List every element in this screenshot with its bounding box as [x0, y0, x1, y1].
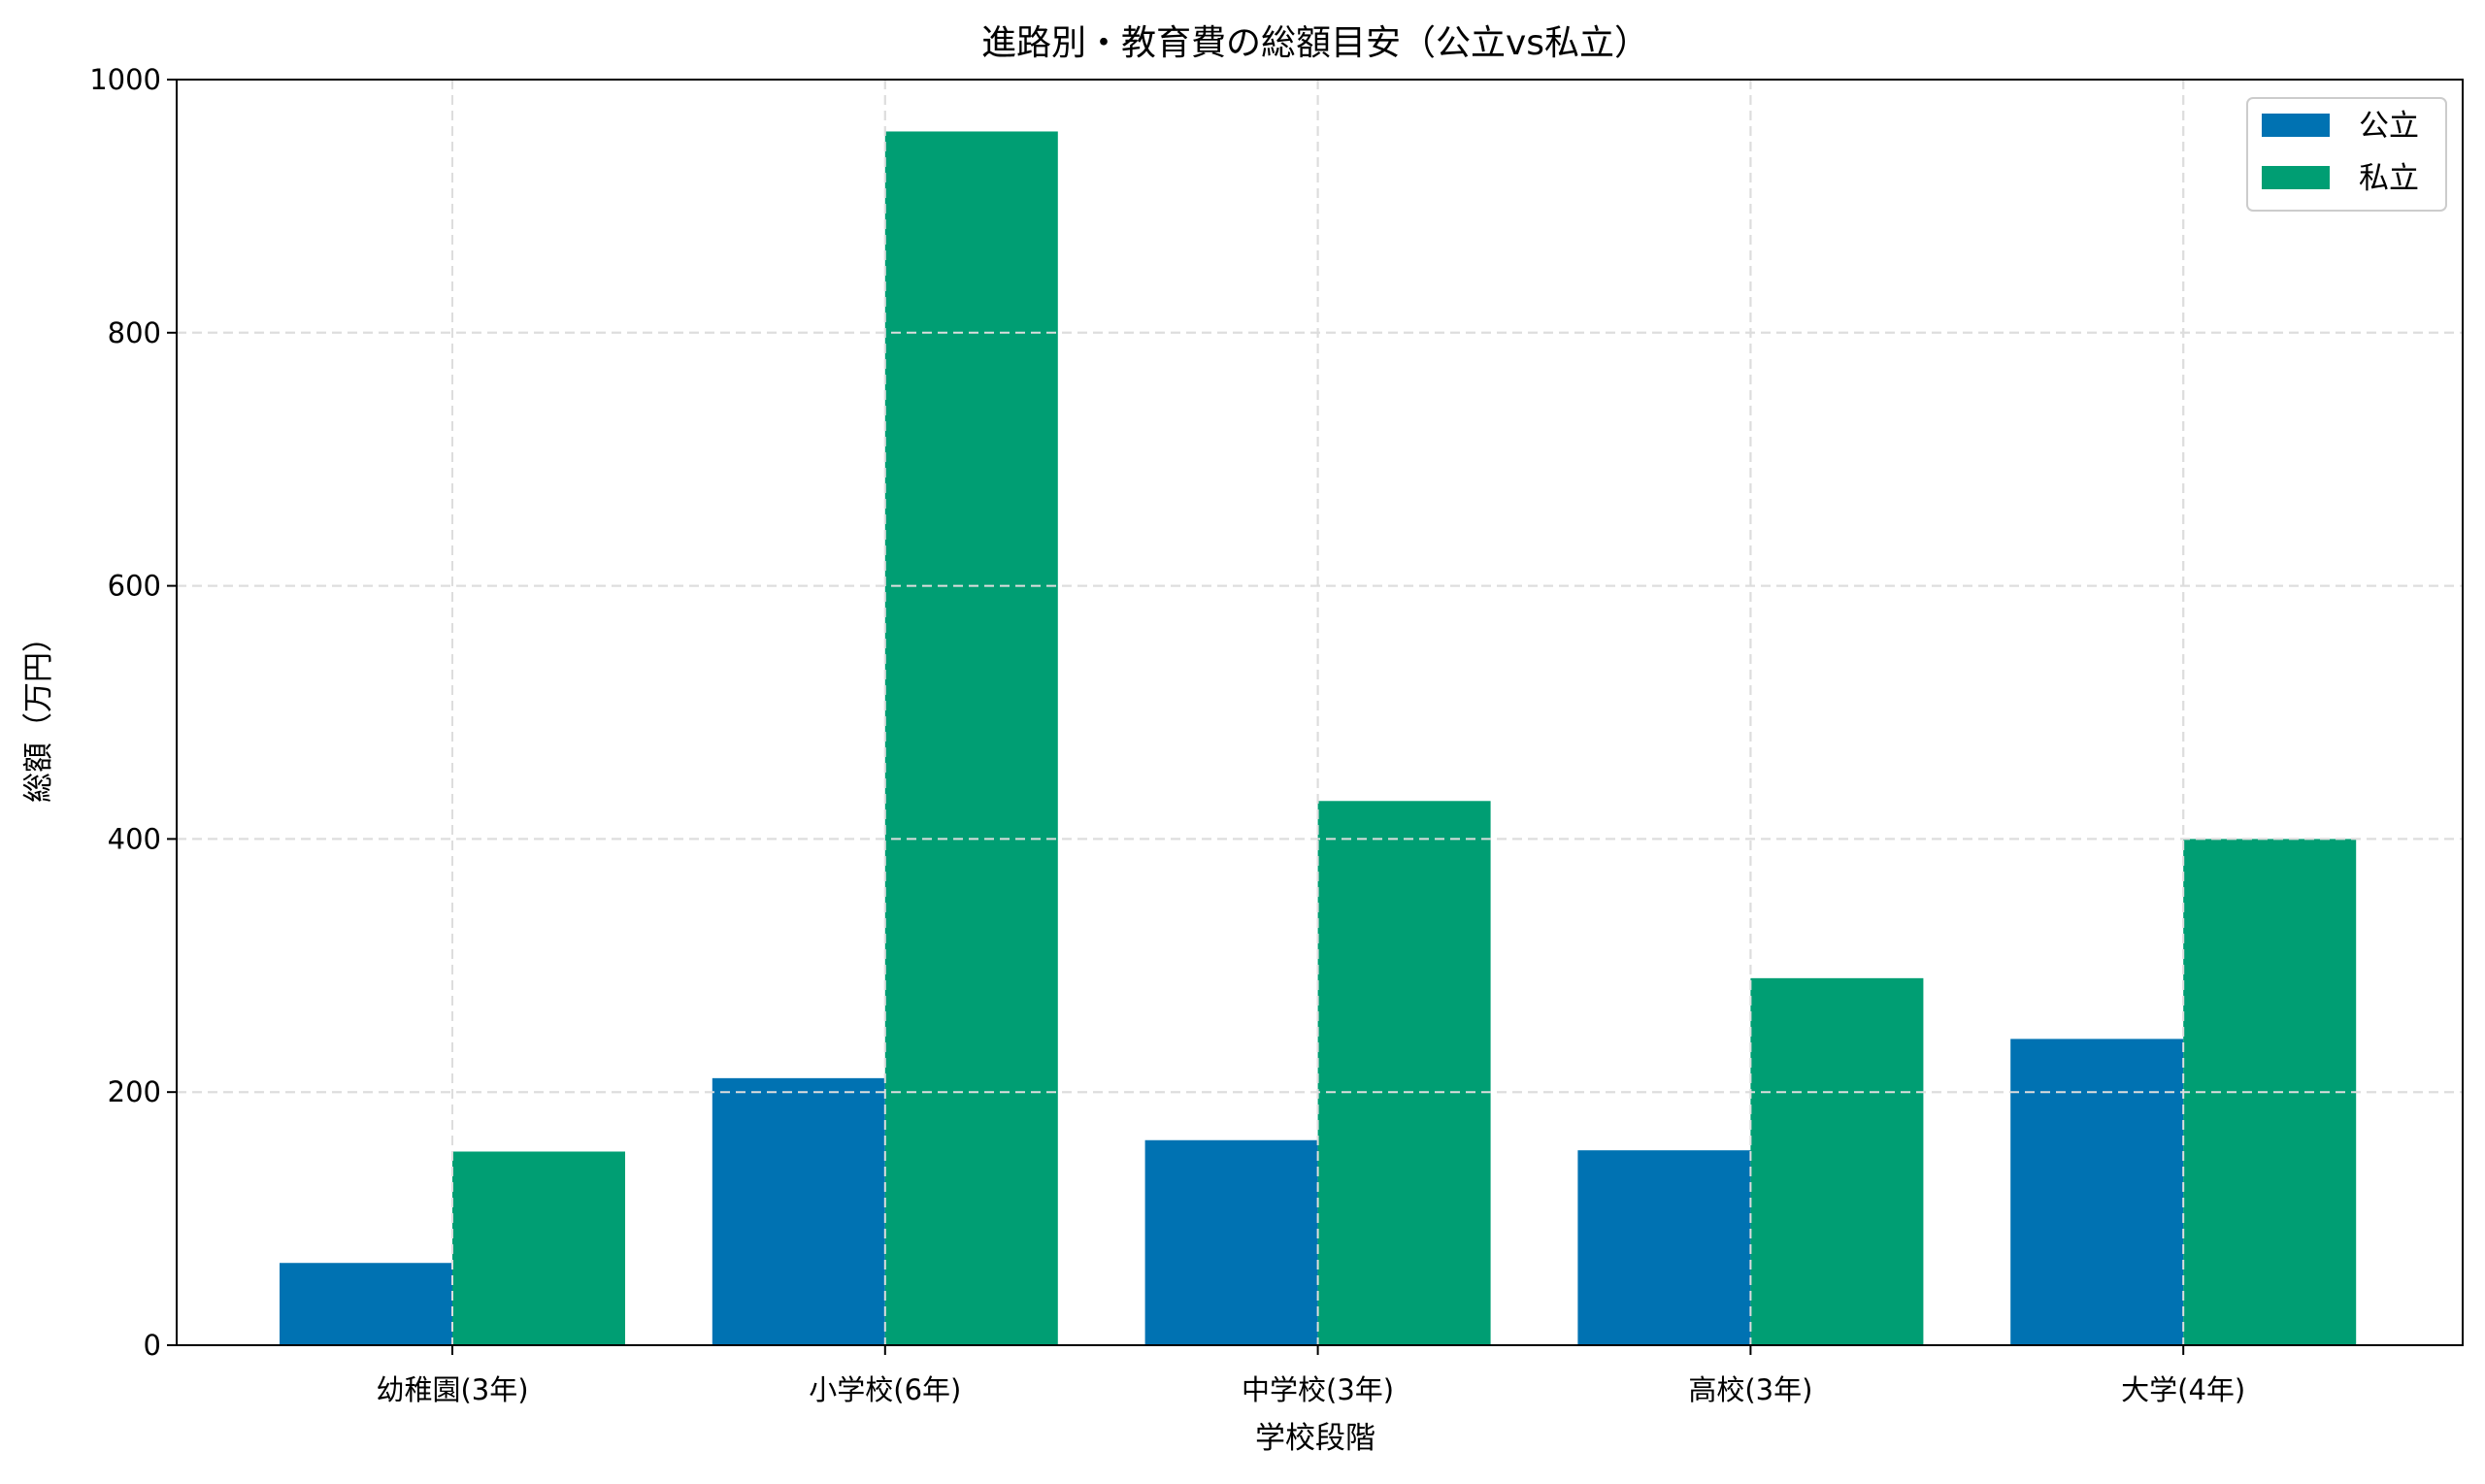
x-tick-label: 幼稚園(3年) [376, 1373, 528, 1406]
y-tick-label: 800 [108, 316, 161, 349]
bar-private [884, 131, 1058, 1346]
bar-public [712, 1077, 885, 1345]
legend: 公立 私立 [2246, 97, 2447, 212]
x-tick-label: 小学校(6年) [809, 1373, 961, 1406]
plot-area-frame [176, 79, 2464, 1346]
legend-label-private: 私立 [2359, 161, 2419, 196]
x-axis-label: 学校段階 [1255, 1421, 1375, 1456]
legend-swatch-private [2262, 166, 2330, 189]
y-tick-label: 400 [108, 822, 161, 855]
bar-private [452, 1151, 625, 1345]
y-tick-label: 200 [108, 1075, 161, 1108]
y-tick-label: 1000 [89, 63, 161, 96]
bar-public [280, 1263, 452, 1345]
y-axis-ticks: 0 200 400 600 800 1000 [89, 63, 177, 1362]
x-axis-ticks: 幼稚園(3年) 小学校(6年) 中学校(3年) 高校(3年) 大学(4年) [376, 1345, 2245, 1406]
x-tick-label: 大学(4年) [2121, 1373, 2245, 1406]
chart-title: 進路別・教育費の総額目安（公立vs私立） [981, 23, 1649, 63]
bars [280, 131, 2357, 1346]
bar-public [1577, 1150, 1751, 1345]
legend-label-public: 公立 [2359, 109, 2419, 144]
y-tick-label: 0 [144, 1329, 161, 1362]
y-tick-label: 600 [108, 570, 161, 603]
y-axis-label: 総額（万円） [21, 622, 56, 803]
bar-private [1750, 977, 1924, 1345]
x-tick-label: 高校(3年) [1688, 1373, 1812, 1406]
bar-private [2183, 839, 2357, 1345]
legend-swatch-public [2262, 114, 2330, 137]
bar-public [2010, 1039, 2184, 1345]
bar-private [1317, 801, 1491, 1345]
x-tick-label: 中学校(3年) [1242, 1373, 1394, 1406]
bar-public [1144, 1139, 1318, 1345]
